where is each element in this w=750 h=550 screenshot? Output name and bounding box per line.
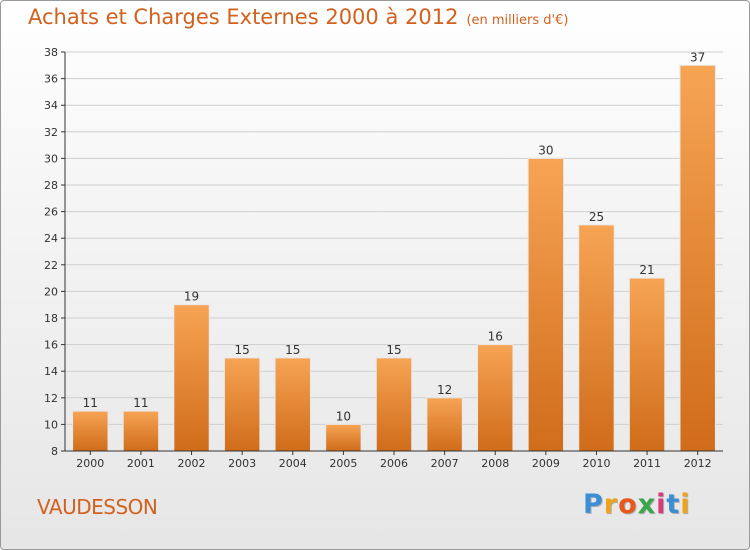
bar-2008 bbox=[477, 344, 514, 452]
bar-2009 bbox=[527, 157, 565, 452]
bars: 11 11 19 15 15 10 15 12 16 30 25 21 37 bbox=[72, 50, 716, 452]
bar-2012 bbox=[679, 64, 716, 452]
x-tick-label-2002: 2002 bbox=[178, 457, 206, 470]
logo-letter: r bbox=[603, 489, 619, 520]
data-label-2003: 15 bbox=[235, 343, 250, 357]
title-text: Achats et Charges Externes 2000 à 2012 bbox=[28, 5, 459, 29]
data-label-2009: 30 bbox=[538, 143, 553, 157]
logo-letter: t bbox=[666, 489, 681, 520]
x-tick-label-2006: 2006 bbox=[380, 457, 408, 470]
x-tick-label-2012: 2012 bbox=[684, 457, 712, 470]
data-label-2000: 11 bbox=[83, 396, 98, 410]
x-tick-label-2004: 2004 bbox=[279, 457, 307, 470]
logo-letter: i bbox=[680, 489, 691, 520]
bar-2005 bbox=[325, 423, 362, 452]
y-tick-label: 10 bbox=[44, 418, 58, 431]
y-axis: 8 10 12 14 16 18 20 22 24 26 28 30 32 34 36 38 bbox=[44, 46, 66, 458]
data-label-2006: 15 bbox=[386, 343, 401, 357]
y-tick-label: 18 bbox=[44, 312, 58, 325]
proxiti-logo[interactable]: Proxiti bbox=[583, 489, 691, 520]
data-label-2005: 10 bbox=[336, 409, 351, 423]
y-tick-label: 24 bbox=[44, 232, 58, 245]
bar-2007 bbox=[426, 397, 463, 452]
y-tick-label: 12 bbox=[44, 392, 58, 405]
x-tick-label-2007: 2007 bbox=[431, 457, 459, 470]
y-tick-label: 32 bbox=[44, 126, 58, 139]
x-tick-label-2003: 2003 bbox=[228, 457, 256, 470]
y-tick-label: 8 bbox=[51, 445, 58, 458]
bar-2001 bbox=[122, 410, 160, 452]
y-tick-label: 30 bbox=[44, 152, 58, 165]
commune-name: VAUDESSON bbox=[37, 495, 158, 519]
bar-2004 bbox=[274, 357, 311, 452]
y-tick-label: 16 bbox=[44, 339, 58, 352]
y-tick-label: 28 bbox=[44, 179, 58, 192]
bar-2000 bbox=[72, 410, 109, 452]
y-tick-label: 34 bbox=[44, 99, 58, 112]
y-tick-label: 38 bbox=[44, 46, 58, 59]
bar-2006 bbox=[375, 357, 413, 452]
chart-title: Achats et Charges Externes 2000 à 2012 (e… bbox=[28, 5, 568, 29]
x-tick-label-2005: 2005 bbox=[329, 457, 357, 470]
x-tick-label-2000: 2000 bbox=[76, 457, 104, 470]
logo-letter: P bbox=[583, 489, 604, 520]
x-tick-label-2001: 2001 bbox=[127, 457, 155, 470]
logo-letter: o bbox=[618, 489, 638, 520]
data-label-2010: 25 bbox=[589, 210, 604, 224]
bar-2010 bbox=[578, 224, 615, 452]
logo-letter: i bbox=[656, 489, 667, 520]
data-label-2002: 19 bbox=[184, 290, 199, 304]
data-label-2001: 11 bbox=[133, 396, 148, 410]
y-tick-label: 36 bbox=[44, 73, 58, 86]
data-label-2012: 37 bbox=[690, 50, 705, 64]
y-tick-label: 22 bbox=[44, 259, 58, 272]
y-tick-label: 20 bbox=[44, 285, 58, 298]
y-tick-label: 26 bbox=[44, 206, 58, 219]
y-tick-label: 14 bbox=[44, 365, 58, 378]
data-label-2007: 12 bbox=[437, 383, 452, 397]
unit-note: (en milliers d'€) bbox=[466, 13, 569, 28]
bar-2002 bbox=[173, 304, 210, 452]
x-tick-label-2009: 2009 bbox=[532, 457, 560, 470]
data-label-2008: 16 bbox=[488, 330, 503, 344]
x-tick-label-2010: 2010 bbox=[582, 457, 610, 470]
data-label-2011: 21 bbox=[639, 263, 654, 277]
bar-2011 bbox=[628, 277, 666, 452]
bar-2003 bbox=[223, 357, 261, 452]
x-axis: 2000 2001 2002 2003 2004 2005 2006 2007 2008 2009… bbox=[65, 450, 723, 470]
x-tick-label-2008: 2008 bbox=[481, 457, 509, 470]
data-label-2004: 15 bbox=[285, 343, 300, 357]
logo-letter: x bbox=[637, 489, 657, 520]
x-tick-label-2011: 2011 bbox=[633, 457, 661, 470]
